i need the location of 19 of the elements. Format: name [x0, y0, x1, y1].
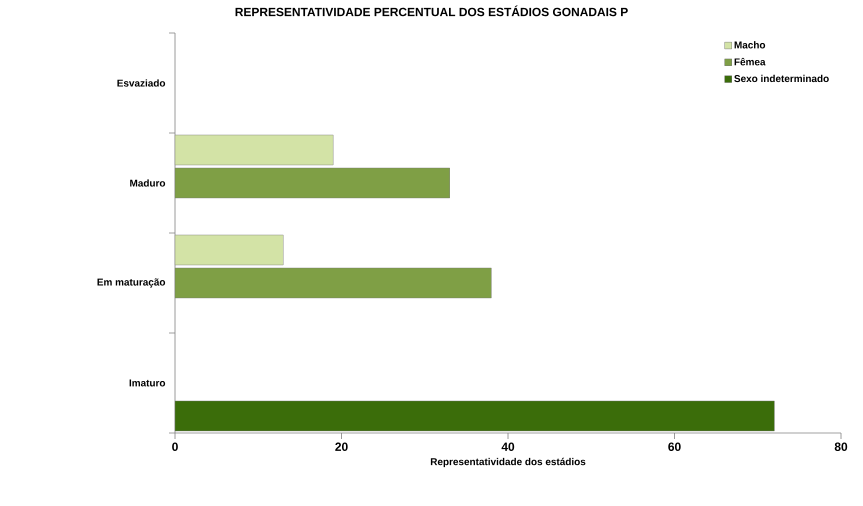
- bar: [174, 268, 492, 298]
- x-axis-title: Representatividade dos estádios: [430, 458, 586, 468]
- bar: [174, 168, 450, 198]
- bar: [174, 400, 775, 432]
- x-tick-label: 0: [172, 442, 178, 451]
- x-tick-label: 20: [335, 442, 348, 451]
- bar: [174, 134, 334, 166]
- x-tick-label: 80: [834, 442, 848, 451]
- y-tick-label: Maduro: [130, 179, 166, 187]
- x-tick-label: 40: [502, 442, 514, 451]
- bar: [174, 234, 284, 266]
- chart-title: REPRESENTATIVIDADE PERCENTUAL DOS ESTÁDIOS GONADAIS P: [236, 6, 628, 16]
- y-tick-label: Esvaziado: [117, 79, 166, 87]
- legend-label: Sexo indeterminado: [734, 74, 829, 82]
- y-tick-label: Em maturação: [98, 278, 166, 288]
- x-tick-label: 60: [668, 442, 681, 451]
- y-tick-label: Imaturo: [130, 380, 166, 386]
- legend-label: Macho: [734, 41, 766, 48]
- legend-label: Fêmea: [734, 58, 766, 66]
